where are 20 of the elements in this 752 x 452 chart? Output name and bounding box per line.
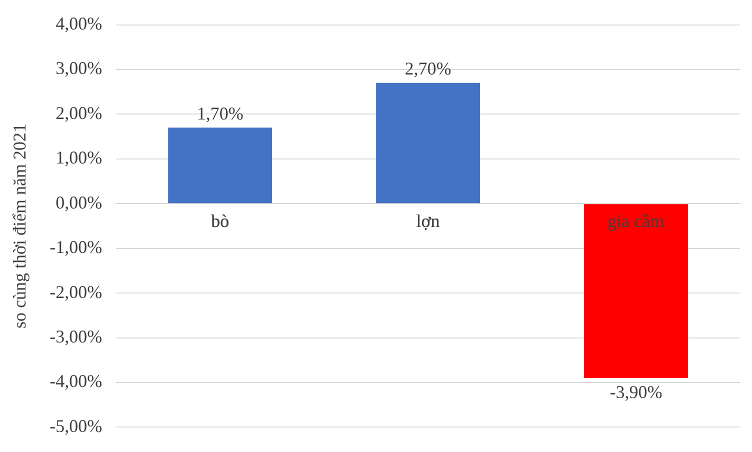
y-axis-title: so cùng thời điểm năm 2021 [10,124,30,328]
y-tick-label: 2,00% [56,102,102,123]
x-tick-label: bò [211,211,230,232]
y-tick-label: -2,00% [50,282,102,302]
y-tick-label: -5,00% [50,416,102,436]
y-tick-label: 1,00% [56,148,102,168]
x-tick-label: gia cầm [608,211,664,232]
y-tick-label: -1,00% [50,237,102,258]
data-label: 2,70% [404,58,452,79]
bar [168,128,272,204]
x-tick-label: lợn [416,211,440,232]
bar [376,82,480,204]
y-tick-label: 3,00% [56,58,102,78]
y-tick-label: -3,00% [50,326,102,347]
data-label: -3,90% [610,382,662,402]
data-label: 1,70% [196,103,244,124]
bar [584,204,688,378]
y-tick-label: -4,00% [50,371,102,392]
y-tick-label: 4,00% [56,14,102,34]
y-tick-label: 0,00% [56,192,102,212]
